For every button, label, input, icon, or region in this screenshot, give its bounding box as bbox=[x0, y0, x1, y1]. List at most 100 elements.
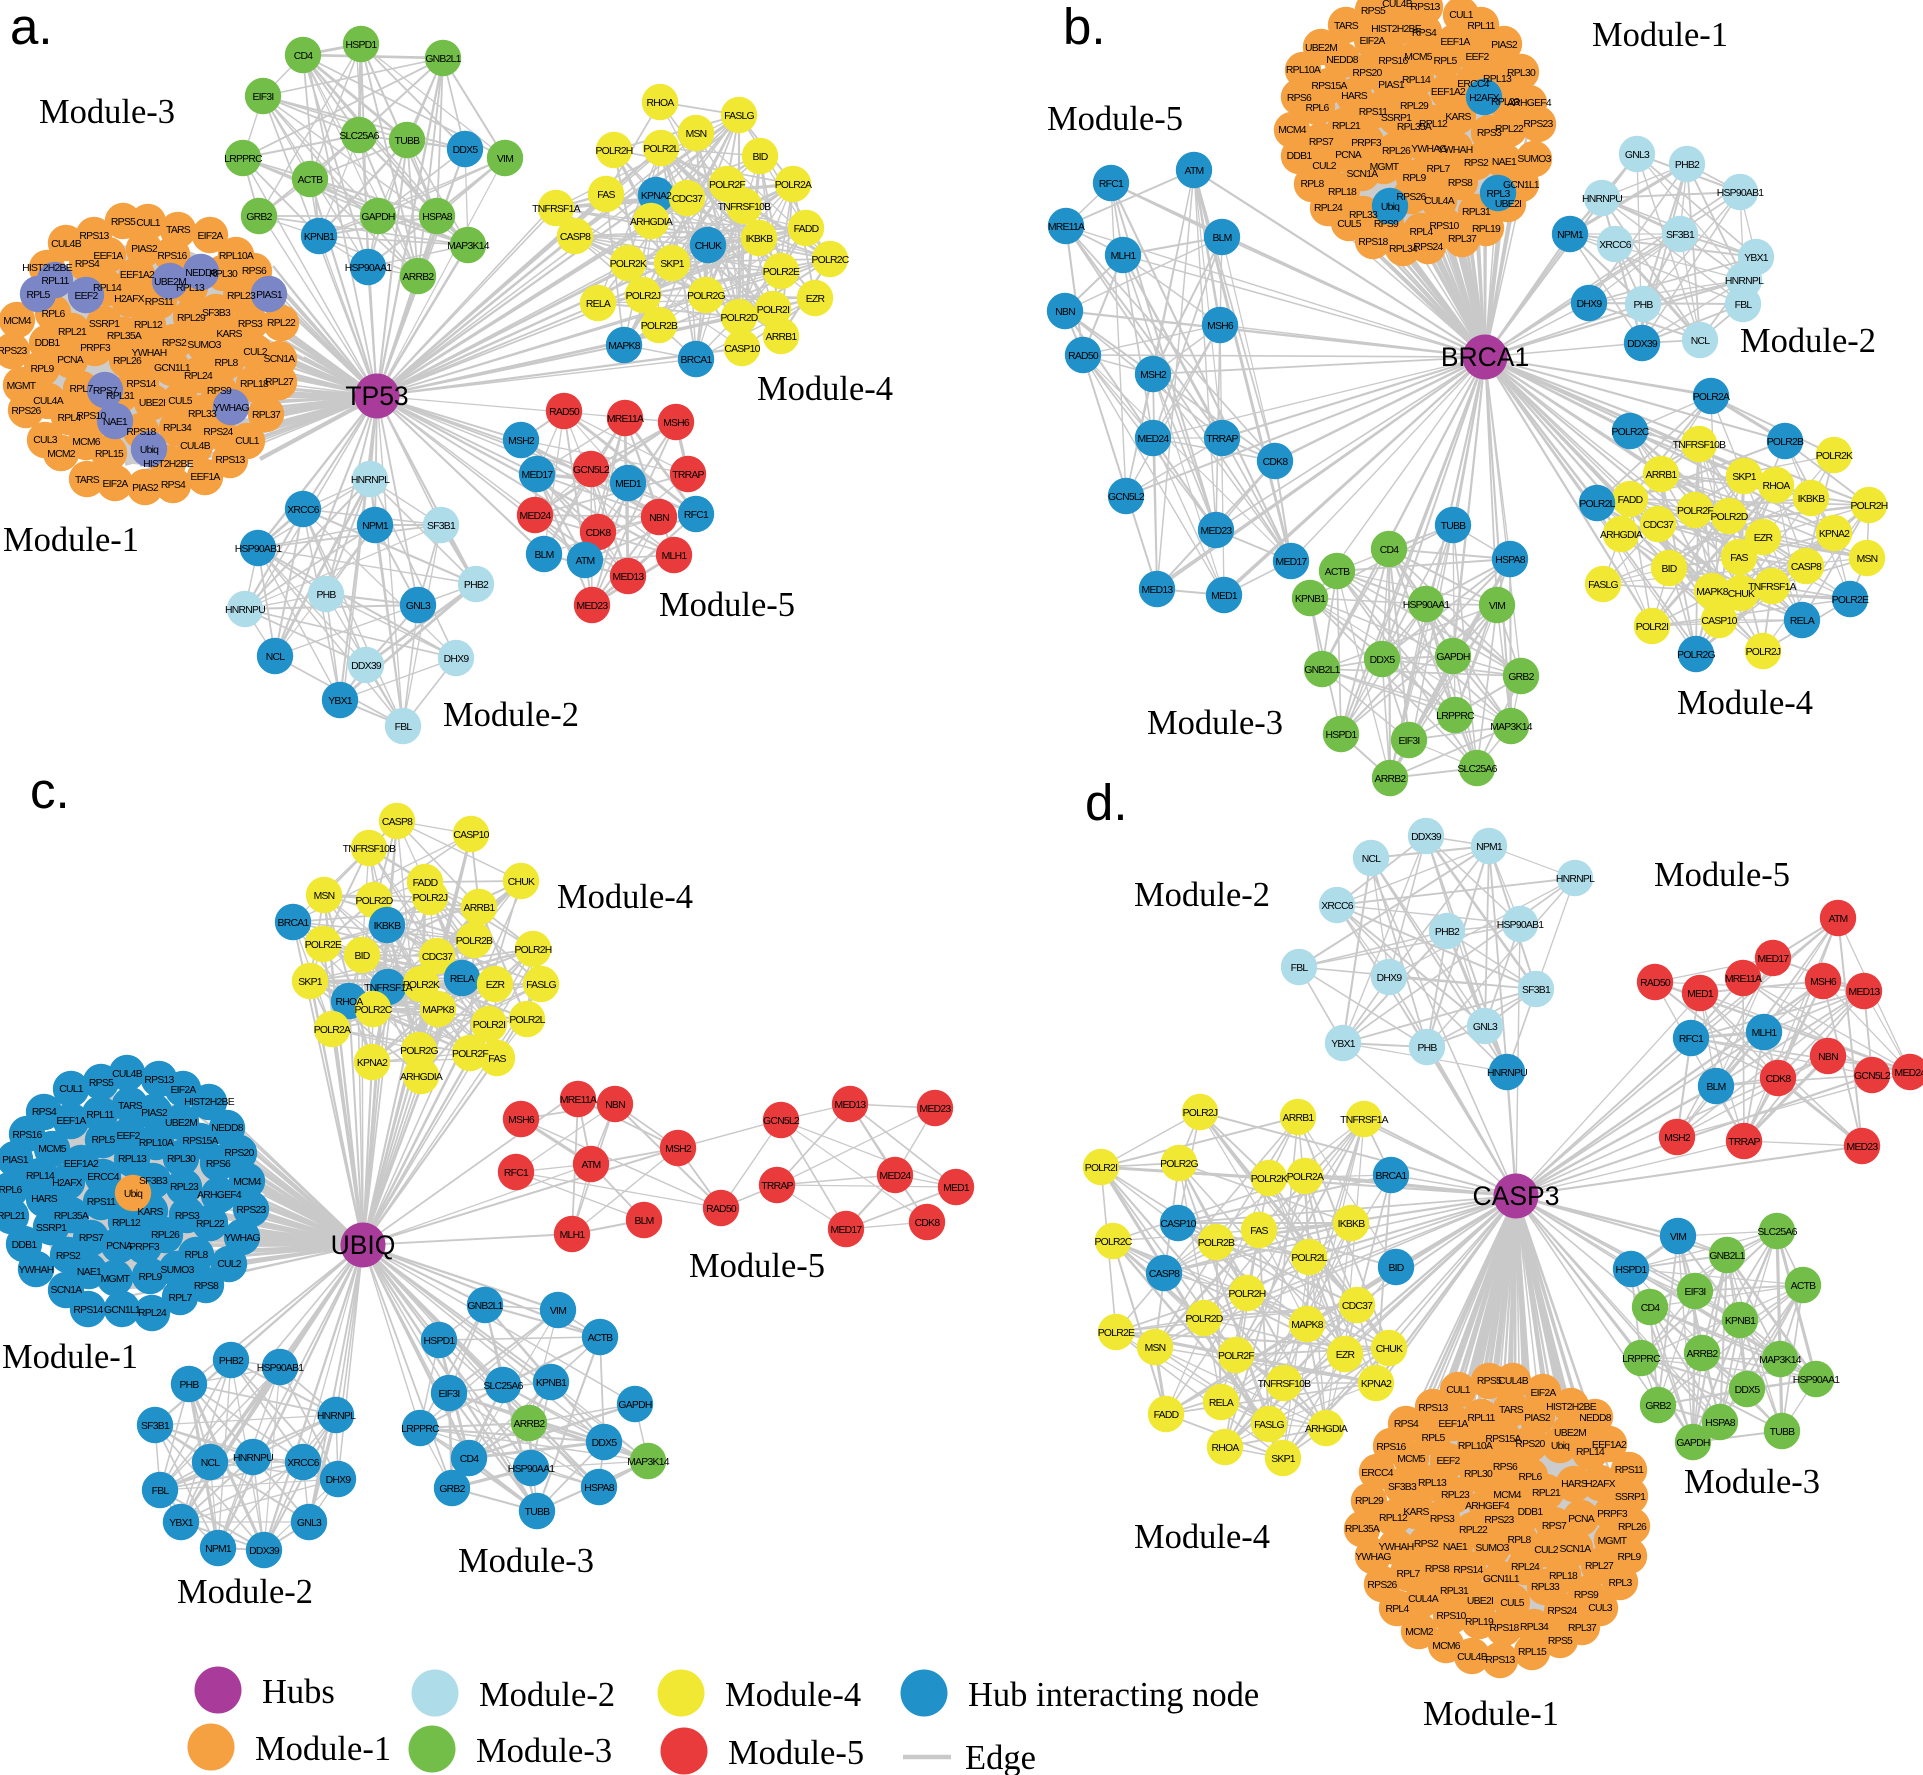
svg-text:SCN1A: SCN1A bbox=[264, 354, 296, 365]
svg-text:PHB2: PHB2 bbox=[219, 1356, 244, 1367]
svg-text:KPNA2: KPNA2 bbox=[1361, 1379, 1392, 1390]
svg-text:RPL4: RPL4 bbox=[1386, 1604, 1410, 1615]
svg-text:RPS10: RPS10 bbox=[1429, 221, 1459, 232]
svg-text:EZR: EZR bbox=[1336, 1350, 1356, 1361]
svg-text:RAD50: RAD50 bbox=[706, 1204, 737, 1215]
svg-text:EZR: EZR bbox=[806, 294, 826, 305]
svg-text:NBN: NBN bbox=[1055, 307, 1075, 318]
svg-text:EIF2A: EIF2A bbox=[1530, 1388, 1556, 1399]
svg-text:RPL29: RPL29 bbox=[177, 313, 206, 324]
svg-text:TUBB: TUBB bbox=[525, 1507, 551, 1518]
svg-text:RPL10A: RPL10A bbox=[139, 1138, 174, 1149]
svg-text:HARS: HARS bbox=[1561, 1479, 1588, 1490]
svg-text:Edge: Edge bbox=[965, 1739, 1036, 1775]
svg-text:CUL1: CUL1 bbox=[59, 1084, 84, 1095]
svg-text:TNFRSF10B: TNFRSF10B bbox=[1673, 440, 1727, 451]
svg-text:RPL18: RPL18 bbox=[1328, 187, 1357, 198]
svg-text:YWHAH: YWHAH bbox=[1379, 1542, 1414, 1553]
svg-text:MCM4: MCM4 bbox=[233, 1177, 262, 1188]
svg-text:KPNB1: KPNB1 bbox=[1295, 594, 1326, 605]
svg-text:UBE2M: UBE2M bbox=[165, 1118, 197, 1129]
svg-text:RPL35A: RPL35A bbox=[1345, 1524, 1380, 1535]
svg-text:RPS23: RPS23 bbox=[0, 346, 28, 357]
svg-text:UBE2M: UBE2M bbox=[1554, 1428, 1586, 1439]
svg-text:RPL9: RPL9 bbox=[1403, 173, 1427, 184]
svg-text:BLM: BLM bbox=[534, 550, 553, 561]
svg-text:RAD50: RAD50 bbox=[1068, 351, 1099, 362]
svg-text:MCM6: MCM6 bbox=[1432, 1641, 1461, 1652]
svg-text:POLR2G: POLR2G bbox=[687, 291, 725, 302]
svg-text:POLR2C: POLR2C bbox=[1094, 1237, 1132, 1248]
svg-text:RPL9: RPL9 bbox=[139, 1272, 163, 1283]
svg-text:RPL6: RPL6 bbox=[1306, 103, 1330, 114]
svg-text:RPL11: RPL11 bbox=[1467, 1413, 1495, 1424]
svg-text:LRPPRC: LRPPRC bbox=[1436, 711, 1475, 722]
svg-text:Module-3: Module-3 bbox=[1684, 1463, 1820, 1501]
svg-text:RPL21: RPL21 bbox=[1532, 1488, 1561, 1499]
svg-text:NPM1: NPM1 bbox=[1476, 842, 1503, 853]
svg-text:YBX1: YBX1 bbox=[169, 1518, 194, 1529]
svg-text:RPL24: RPL24 bbox=[184, 371, 213, 382]
svg-text:RPL37: RPL37 bbox=[1448, 234, 1477, 245]
svg-text:PRPF3: PRPF3 bbox=[1597, 1509, 1628, 1520]
svg-text:MAPK8: MAPK8 bbox=[1696, 587, 1728, 598]
svg-text:RPL22: RPL22 bbox=[1495, 124, 1524, 135]
svg-text:EEF1A2: EEF1A2 bbox=[1592, 1440, 1627, 1451]
svg-text:MAPK8: MAPK8 bbox=[608, 341, 640, 352]
svg-text:RPL21: RPL21 bbox=[0, 1211, 26, 1222]
svg-text:RPS7: RPS7 bbox=[93, 386, 118, 397]
svg-text:SF3B1: SF3B1 bbox=[427, 521, 456, 532]
svg-text:POLR2G: POLR2G bbox=[1677, 650, 1715, 661]
svg-text:RPL33: RPL33 bbox=[1531, 1582, 1560, 1593]
svg-text:RPS13: RPS13 bbox=[144, 1075, 174, 1086]
svg-text:UBE2I: UBE2I bbox=[1467, 1596, 1493, 1607]
svg-text:POLR2L: POLR2L bbox=[643, 144, 679, 155]
svg-text:GRB2: GRB2 bbox=[246, 212, 272, 223]
svg-text:RPS6: RPS6 bbox=[1287, 93, 1312, 104]
svg-text:HARS: HARS bbox=[1341, 91, 1368, 102]
svg-text:NPM1: NPM1 bbox=[362, 521, 389, 532]
svg-text:MSH6: MSH6 bbox=[508, 1115, 535, 1126]
svg-text:TUBB: TUBB bbox=[1441, 521, 1467, 532]
svg-text:CDK8: CDK8 bbox=[915, 1218, 941, 1229]
svg-text:CASP10: CASP10 bbox=[1160, 1219, 1196, 1230]
svg-text:FADD: FADD bbox=[794, 224, 819, 235]
svg-text:RPL31: RPL31 bbox=[1440, 1586, 1469, 1597]
svg-text:RPS5: RPS5 bbox=[1361, 6, 1386, 17]
svg-text:RPL26: RPL26 bbox=[1382, 146, 1411, 157]
svg-text:CDC37: CDC37 bbox=[672, 194, 703, 205]
svg-text:RPL9: RPL9 bbox=[31, 364, 55, 375]
svg-text:SKP1: SKP1 bbox=[298, 977, 323, 988]
svg-text:BRCA1: BRCA1 bbox=[278, 918, 310, 929]
svg-text:RPS3: RPS3 bbox=[238, 319, 263, 330]
svg-text:DDB1: DDB1 bbox=[12, 1240, 38, 1251]
svg-text:RPS10: RPS10 bbox=[76, 411, 106, 422]
svg-text:POLR2K: POLR2K bbox=[1816, 451, 1853, 462]
svg-text:RFC1: RFC1 bbox=[504, 1168, 529, 1179]
svg-text:RHOA: RHOA bbox=[646, 98, 674, 109]
svg-text:DHX9: DHX9 bbox=[444, 654, 470, 665]
svg-text:UBE2M: UBE2M bbox=[154, 277, 186, 288]
svg-text:YBX1: YBX1 bbox=[1331, 1039, 1356, 1050]
svg-text:RPL10A: RPL10A bbox=[219, 251, 254, 262]
svg-text:TRRAP: TRRAP bbox=[1206, 434, 1238, 445]
svg-text:TNFRSF1A: TNFRSF1A bbox=[1340, 1115, 1389, 1126]
svg-text:CDK8: CDK8 bbox=[1766, 1074, 1792, 1085]
svg-text:DDB1: DDB1 bbox=[35, 338, 61, 349]
svg-text:CD4: CD4 bbox=[1380, 545, 1400, 556]
svg-text:RPL8: RPL8 bbox=[1508, 1535, 1532, 1546]
svg-text:YWHAG: YWHAG bbox=[224, 1233, 260, 1244]
svg-text:SUMO3: SUMO3 bbox=[187, 340, 221, 351]
svg-text:BRCA1: BRCA1 bbox=[1441, 342, 1529, 372]
svg-text:BID: BID bbox=[1661, 564, 1676, 575]
svg-text:PHB2: PHB2 bbox=[1435, 927, 1460, 938]
svg-text:PCNA: PCNA bbox=[57, 355, 84, 366]
svg-text:CUL2: CUL2 bbox=[1312, 161, 1337, 172]
svg-text:Module-2: Module-2 bbox=[443, 696, 579, 734]
svg-text:ARRB2: ARRB2 bbox=[403, 272, 435, 283]
svg-text:PIAS2: PIAS2 bbox=[1491, 40, 1518, 51]
svg-text:GCN5L2: GCN5L2 bbox=[1854, 1071, 1891, 1082]
svg-text:XRCC6: XRCC6 bbox=[287, 505, 319, 516]
svg-text:EZR: EZR bbox=[486, 980, 506, 991]
svg-text:GAPDH: GAPDH bbox=[618, 1400, 651, 1411]
